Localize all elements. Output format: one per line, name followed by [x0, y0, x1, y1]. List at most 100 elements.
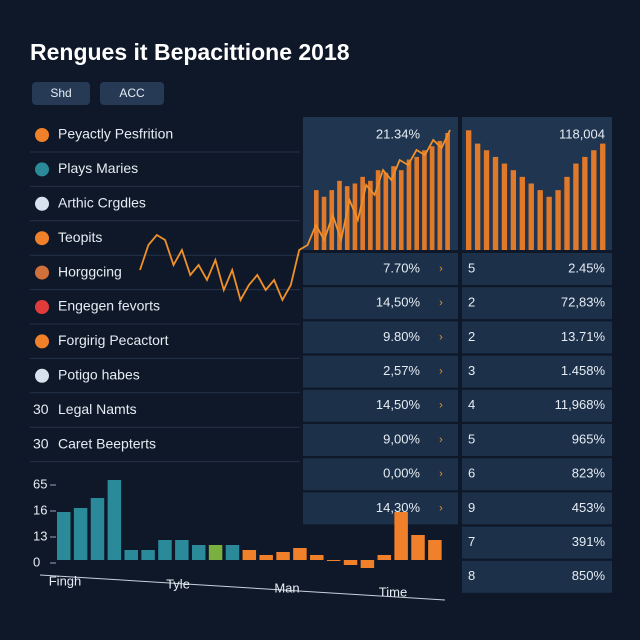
bar	[124, 550, 138, 560]
button[interactable]: ACC	[100, 82, 164, 105]
bar	[344, 186, 350, 250]
bar	[107, 480, 122, 560]
bar	[591, 150, 597, 250]
legend-label: Plays Maries	[58, 160, 138, 176]
table-cell	[462, 355, 612, 388]
bar	[360, 560, 375, 568]
bar	[141, 550, 155, 560]
bar	[321, 196, 327, 250]
legend-label: Potigo habes	[58, 367, 140, 383]
bar	[573, 163, 579, 250]
legend-label: Horggcing	[58, 263, 122, 279]
button-bg	[32, 82, 90, 105]
bar	[158, 540, 172, 560]
x-tick-label: Man	[274, 580, 299, 595]
bar	[175, 540, 189, 560]
legend-dot	[35, 128, 49, 142]
table-index: 5	[468, 431, 475, 446]
table-value: 14,30%	[376, 500, 421, 515]
bar	[414, 156, 420, 250]
table-arrow: ›	[439, 400, 443, 412]
legend-dot	[35, 368, 49, 383]
table-cell	[303, 355, 458, 388]
legend-label: Arthic Crgdles	[58, 195, 146, 211]
table-index: 4	[468, 397, 475, 412]
bar	[555, 190, 561, 250]
table-cell	[462, 287, 612, 320]
bar	[360, 176, 365, 250]
button-label[interactable]: ACC	[119, 86, 145, 100]
table-value: 9,00%	[383, 431, 420, 446]
bar	[383, 172, 389, 250]
table-arrow: ›	[439, 366, 443, 378]
bar	[276, 552, 290, 560]
table-cell	[462, 492, 612, 525]
table-cell	[462, 526, 612, 559]
table-arrow: ›	[439, 434, 443, 446]
table-value: 7.70%	[383, 260, 420, 275]
bar	[57, 512, 71, 560]
legend-label: Engegen fevorts	[58, 298, 160, 314]
button[interactable]: Shd	[32, 82, 90, 105]
table-arrow: ›	[439, 502, 443, 514]
bar	[510, 170, 517, 250]
legend-marker: 30	[33, 435, 49, 451]
legend-dot	[35, 162, 49, 177]
bar	[429, 146, 435, 250]
bar	[398, 170, 404, 250]
table-index: 7	[468, 534, 475, 549]
bar	[582, 156, 588, 250]
bar	[377, 555, 392, 560]
legend-dot	[35, 196, 49, 211]
y-tick-label: 65	[33, 476, 47, 491]
bar	[474, 143, 481, 250]
bar	[337, 180, 342, 250]
x-tick-label: Time	[379, 584, 407, 599]
bar	[242, 550, 257, 560]
bar	[501, 163, 508, 250]
table-value: 13.71%	[561, 329, 606, 344]
bar	[394, 512, 408, 560]
x-tick-label: Tyle	[166, 576, 190, 591]
table-index: 2	[468, 329, 475, 344]
table-header: 118,004	[559, 126, 605, 141]
button-label[interactable]: Shd	[50, 86, 71, 100]
bar	[437, 140, 443, 250]
table-value: 2.45%	[568, 260, 605, 275]
table-cell	[462, 253, 612, 285]
table-value: 850%	[572, 568, 606, 583]
table-value: 14,50%	[376, 397, 421, 412]
table-cell	[303, 287, 458, 320]
bar	[546, 196, 552, 250]
table-value: 0,00%	[383, 466, 420, 481]
y-tick-label: 0	[33, 554, 40, 569]
bar	[564, 176, 570, 250]
legend-dot	[35, 265, 49, 280]
bar	[326, 560, 341, 561]
table-value: 2,57%	[383, 363, 420, 378]
table-arrow: ›	[439, 297, 443, 309]
bar	[225, 545, 240, 560]
bar	[310, 555, 324, 560]
bar	[411, 535, 425, 560]
table-value: 823%	[572, 466, 606, 481]
table-index: 8	[468, 568, 475, 583]
bar	[445, 132, 450, 250]
button-bg	[100, 82, 164, 105]
table-index: 3	[468, 363, 475, 378]
table-value: 9.80%	[383, 329, 420, 344]
table-cell	[303, 253, 458, 285]
bar	[208, 545, 223, 560]
legend-label: Legal Namts	[58, 401, 137, 417]
table-cell	[462, 560, 612, 593]
legend-label: Caret Beepterts	[58, 435, 156, 451]
bar	[466, 130, 472, 250]
table-index: 5	[468, 260, 475, 275]
title: Rengues it Bepacittione 2018	[30, 39, 350, 65]
table-value: 1.458%	[561, 363, 606, 378]
bar	[519, 176, 525, 250]
bar	[73, 508, 88, 560]
legend-marker: 30	[33, 401, 49, 417]
table-cell	[303, 321, 458, 354]
